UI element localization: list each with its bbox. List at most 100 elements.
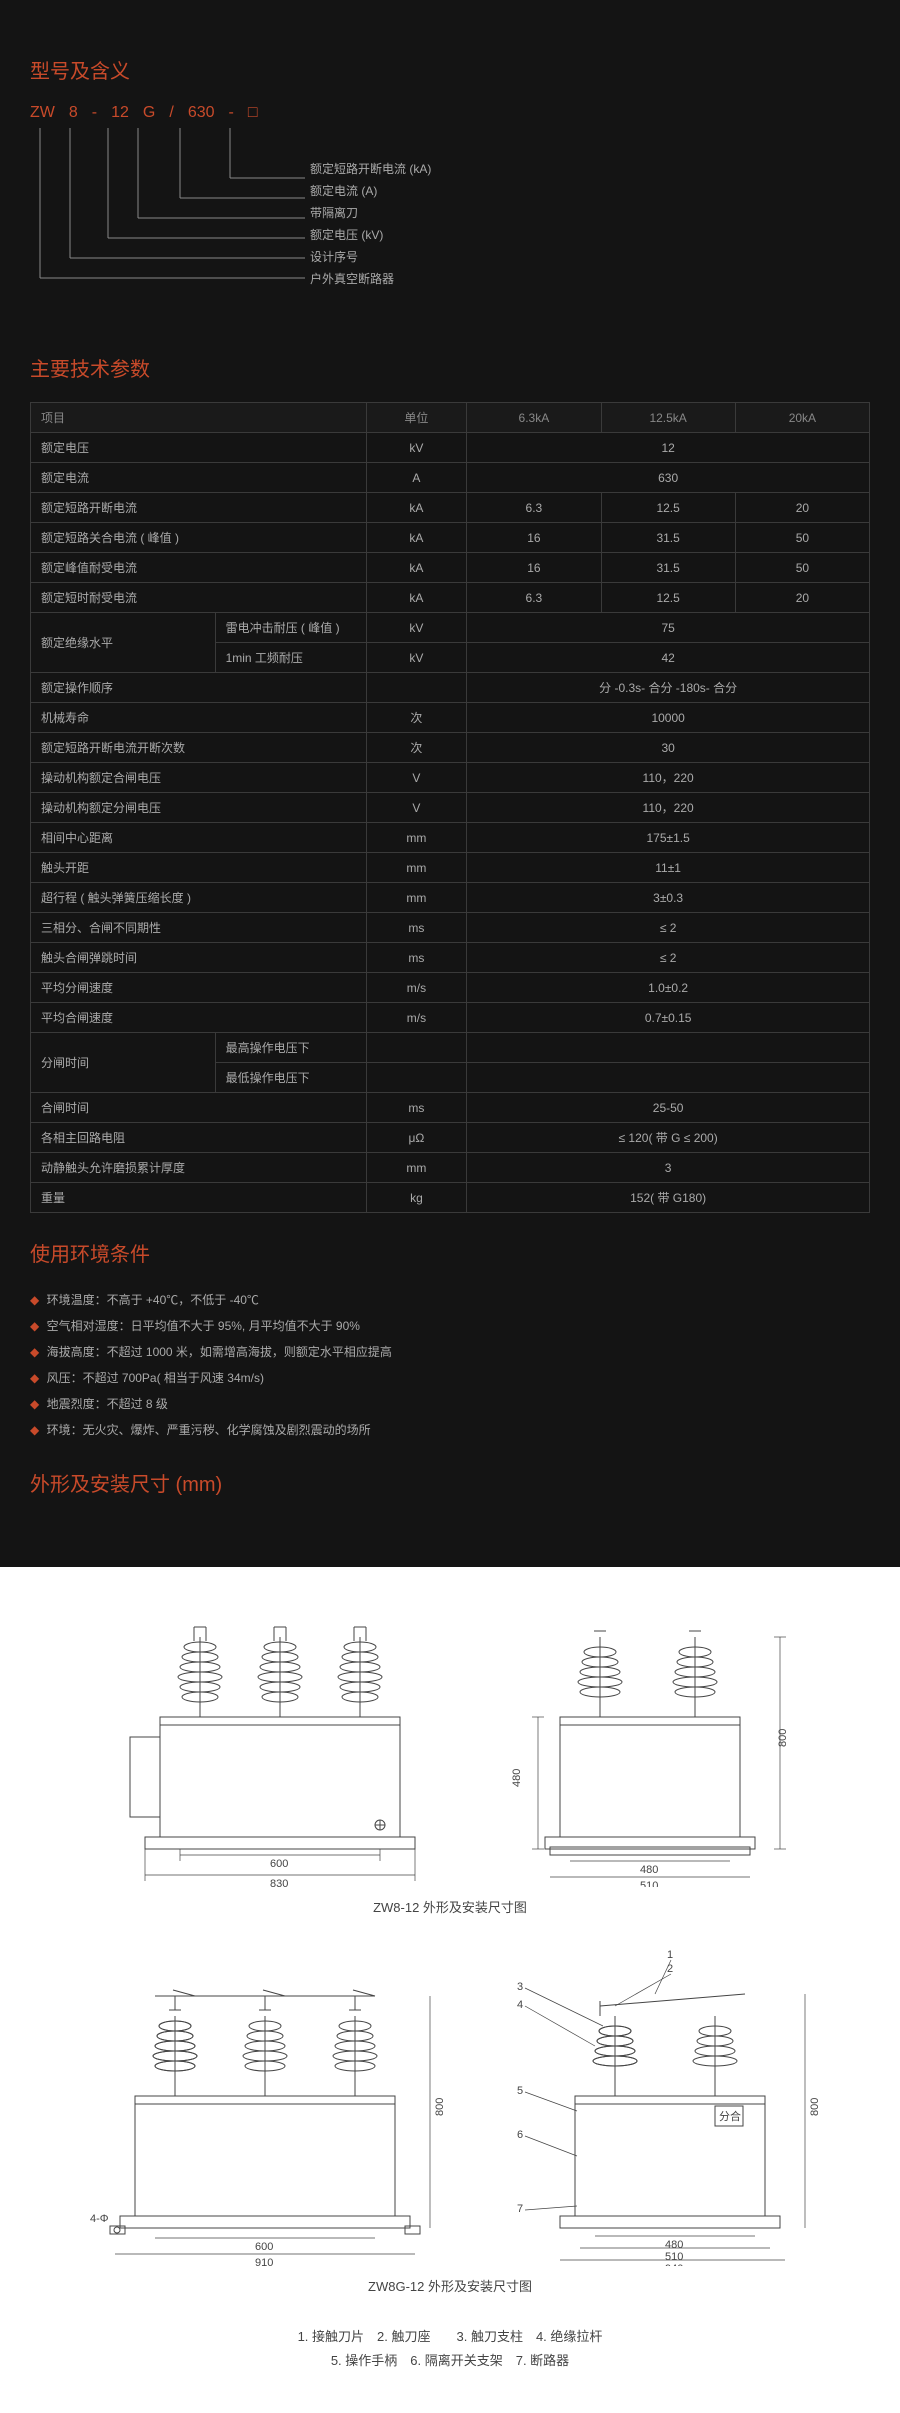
table-row: 超行程 ( 触头弹簧压缩长度 )mm3±0.3 [31,883,870,913]
env-item: ◆ 环境：无火灾、爆炸、严重污秽、化学腐蚀及剧烈震动的场所 [30,1417,870,1443]
td-label: 各相主回路电阻 [31,1123,367,1153]
td-value: 20 [735,493,869,523]
td-value: 50 [735,553,869,583]
svg-text:分合: 分合 [719,2109,741,2123]
td-unit: mm [366,823,467,853]
bullet-icon: ◆ [30,1371,39,1385]
svg-text:7: 7 [517,2203,523,2215]
td-label: 平均分闸速度 [31,973,367,1003]
svg-text:480: 480 [511,1769,523,1787]
env-item: ◆ 环境温度：不高于 +40℃，不低于 -40℃ [30,1287,870,1313]
table-header-row: 项目 单位 6.3kA 12.5kA 20kA [31,403,870,433]
drawing-row-1: 600 830 800 [20,1597,880,1887]
td-label: 额定短时耐受电流 [31,583,367,613]
table-row: 操动机构额定合闸电压V110，220 [31,763,870,793]
model-code-row: ZW 8 - 12 G / 630 - □ [30,104,870,122]
model-part: □ [248,104,258,122]
model-desc-line: 设计序号 [310,246,431,268]
parts-legend-line: 5. 操作手柄 6. 隔离开关支架 7. 断路器 [20,2349,880,2373]
td-label: 平均合闸速度 [31,1003,367,1033]
env-text: 地震烈度：不超过 8 级 [43,1397,168,1411]
drawing-zw8-side: 800 480 480 510 [490,1597,810,1887]
bullet-icon: ◆ [30,1423,39,1437]
td-value: 1.0±0.2 [467,973,870,1003]
td-unit: ms [366,1093,467,1123]
model-desc-line: 额定电压 (kV) [310,224,431,246]
td-unit: mm [366,883,467,913]
model-desc-line: 额定短路开断电流 (kA) [310,158,431,180]
svg-text:3: 3 [517,1981,523,1993]
td-value: 31.5 [601,553,735,583]
env-item: ◆ 空气相对湿度：日平均值不大于 95%, 月平均值不大于 90% [30,1313,870,1339]
td-label: 触头开距 [31,853,367,883]
td-value: 25-50 [467,1093,870,1123]
td-value: 110，220 [467,763,870,793]
table-row: 分闸时间最高操作电压下 [31,1033,870,1063]
td-unit [366,673,467,703]
td-label: 操动机构额定分闸电压 [31,793,367,823]
caption-1: ZW8-12 外形及安装尺寸图 [20,1897,880,1916]
svg-text:830: 830 [270,1878,288,1887]
td-label: 额定操作顺序 [31,673,367,703]
td-unit [366,1063,467,1093]
table-row: 额定短时耐受电流kA6.312.520 [31,583,870,613]
table-row: 平均分闸速度m/s1.0±0.2 [31,973,870,1003]
td-unit: ms [366,913,467,943]
bullet-icon: ◆ [30,1397,39,1411]
env-text: 空气相对湿度：日平均值不大于 95%, 月平均值不大于 90% [43,1319,360,1333]
td-unit: 次 [366,703,467,733]
table-row: 额定短路开断电流开断次数次30 [31,733,870,763]
td-sublabel: 最低操作电压下 [215,1063,366,1093]
td-label: 超行程 ( 触头弹簧压缩长度 ) [31,883,367,913]
svg-text:510: 510 [640,1880,658,1887]
td-label: 相间中心距离 [31,823,367,853]
model-desc-line: 带隔离刀 [310,202,431,224]
model-part: 630 [188,104,215,122]
table-row: 操动机构额定分闸电压V110，220 [31,793,870,823]
table-row: 三相分、合闸不同期性ms≤ 2 [31,913,870,943]
svg-text:800: 800 [434,2098,446,2116]
table-row: 重量kg152( 带 G180) [31,1183,870,1213]
td-value: 分 -0.3s- 合分 -180s- 合分 [467,673,870,703]
env-text: 风压：不超过 700Pa( 相当于风速 34m/s) [43,1371,264,1385]
bullet-icon: ◆ [30,1319,39,1333]
td-unit: V [366,763,467,793]
drawing-area: 600 830 800 [0,1567,900,2413]
td-unit: kA [366,583,467,613]
td-unit: kV [366,643,467,673]
table-row: 额定短路开断电流kA6.312.520 [31,493,870,523]
td-label: 重量 [31,1183,367,1213]
svg-text:1: 1 [667,1949,673,1961]
td-value: 175±1.5 [467,823,870,853]
td-value: 3 [467,1153,870,1183]
td-label: 动静触头允许磨损累计厚度 [31,1153,367,1183]
td-unit: μΩ [366,1123,467,1153]
td-value: 152( 带 G180) [467,1183,870,1213]
td-value: 630 [467,463,870,493]
td-label: 额定绝缘水平 [31,613,216,673]
table-row: 额定操作顺序 分 -0.3s- 合分 -180s- 合分 [31,673,870,703]
td-value [467,1033,870,1063]
td-value: 6.3 [467,493,601,523]
svg-text:800: 800 [809,2098,821,2116]
td-unit: kA [366,523,467,553]
td-label: 操动机构额定合闸电压 [31,763,367,793]
td-value: ≤ 120( 带 G ≤ 200) [467,1123,870,1153]
td-unit [366,1033,467,1063]
svg-text:6: 6 [517,2129,523,2141]
th: 20kA [735,403,869,433]
table-row: 额定峰值耐受电流kA1631.550 [31,553,870,583]
section-spec-title: 主要技术参数 [30,353,870,382]
td-sublabel: 1min 工频耐压 [215,643,366,673]
td-label: 机械寿命 [31,703,367,733]
model-part: 12 [111,104,129,122]
td-unit: kg [366,1183,467,1213]
section-dim-title: 外形及安装尺寸 (mm) [30,1468,870,1497]
env-list: ◆ 环境温度：不高于 +40℃，不低于 -40℃◆ 空气相对湿度：日平均值不大于… [30,1287,870,1443]
env-item: ◆ 海拔高度：不超过 1000 米，如需增高海拔，则额定水平相应提高 [30,1339,870,1365]
td-label: 三相分、合闸不同期性 [31,913,367,943]
table-row: 合闸时间ms25-50 [31,1093,870,1123]
model-part: - [229,104,234,122]
td-value: ≤ 2 [467,943,870,973]
td-value: 10000 [467,703,870,733]
